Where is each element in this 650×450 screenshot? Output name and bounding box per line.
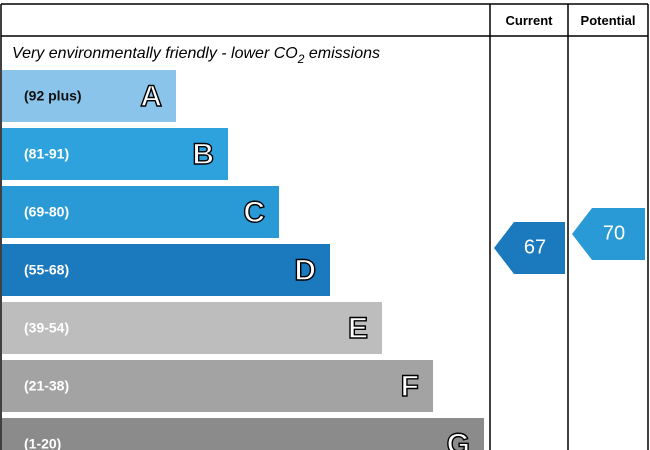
band-range: (21-38) [24,378,69,394]
band-letter: B [192,138,214,171]
band-letter: G [447,428,470,450]
title-subscript: 2 [297,52,305,66]
band-bar [2,244,330,296]
band-letter: C [243,196,265,229]
potential-score: 70 [603,222,625,244]
bands: (92 plus) A (81-91) B (69-80) C (55-68) D (39-54… [2,70,484,450]
potential-arrow [572,208,645,260]
band-bar [2,70,176,122]
band-range: (55-68) [24,262,69,278]
band-letter: E [348,312,368,345]
title-text: Very environmentally friendly - lower CO [12,45,298,62]
header-current: Current [506,13,554,28]
current-arrow [494,222,565,274]
band-bar [2,418,484,450]
band-range: (69-80) [24,204,69,220]
band-letter: F [401,370,419,403]
band-letter: A [140,80,162,113]
band-bar [2,360,433,412]
band-range: (92 plus) [24,88,82,104]
band-bar [2,186,279,238]
title-suffix: emissions [304,45,380,62]
band-range: (1-20) [24,436,61,450]
title: Very environmentally friendly - lower CO… [12,45,380,66]
current-score: 67 [524,236,546,258]
header-potential: Potential [581,13,636,28]
band-letter: D [294,254,316,287]
band-bar [2,302,382,354]
band-range: (39-54) [24,320,69,336]
band-bar [2,128,228,180]
band-range: (81-91) [24,146,69,162]
